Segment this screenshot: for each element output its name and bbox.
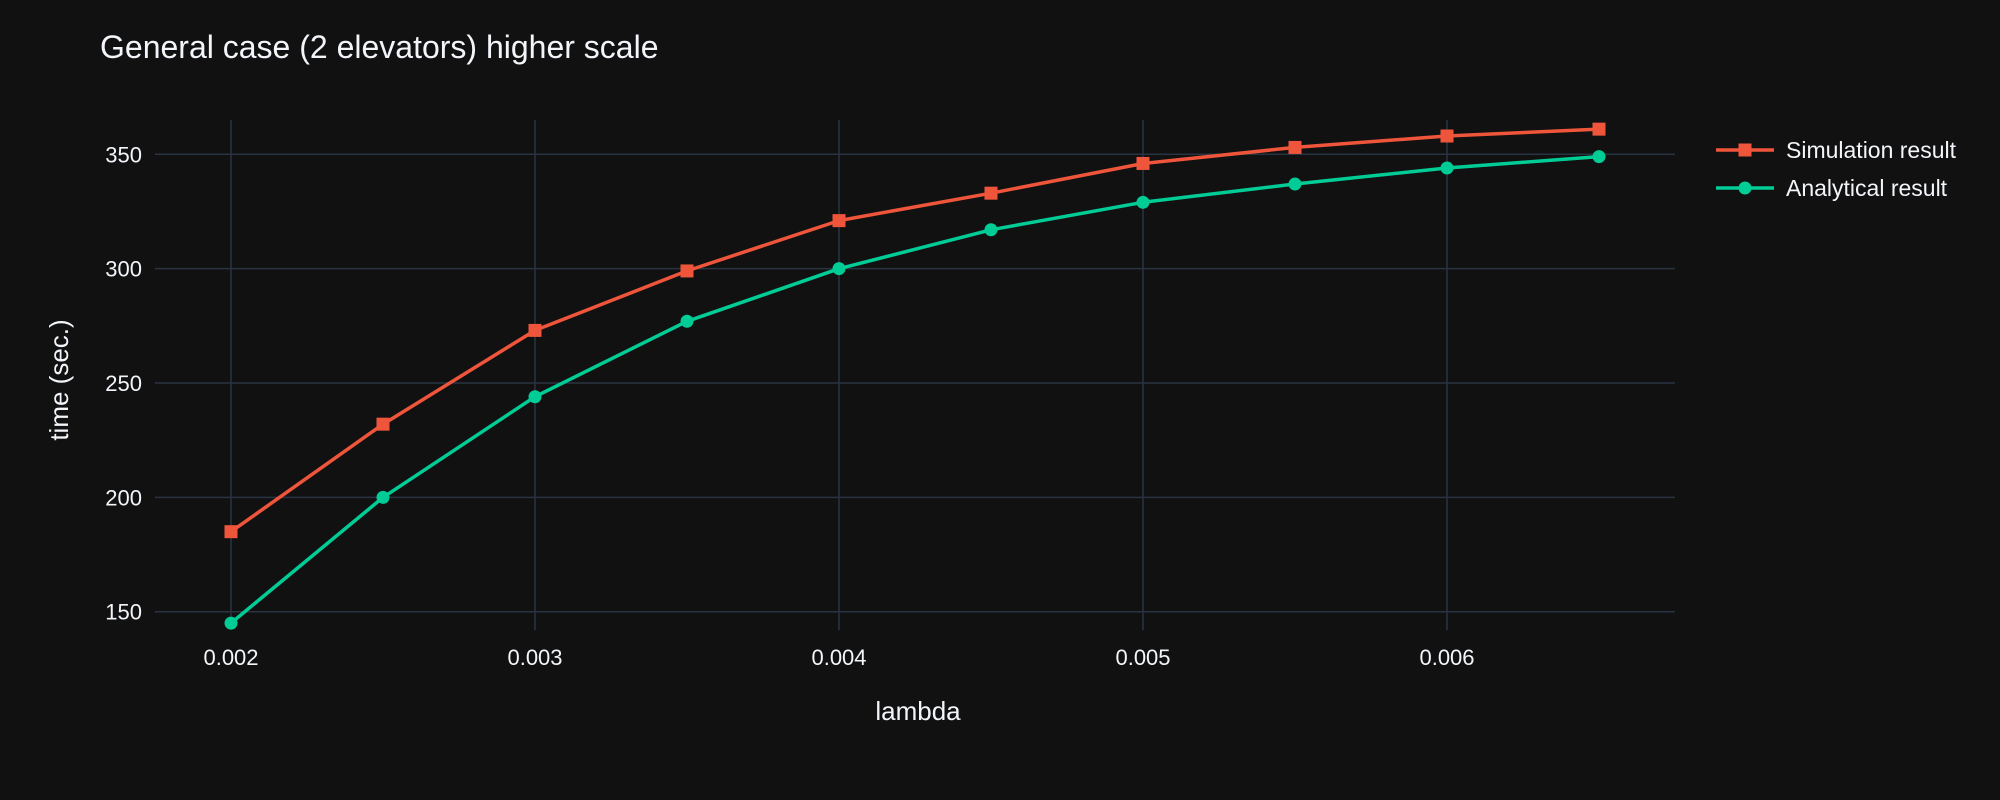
data-point-square <box>680 264 694 278</box>
series-line-0 <box>229 127 1600 534</box>
legend: Simulation result Analytical result <box>1716 137 1957 201</box>
y-tick-label: 350 <box>105 142 142 167</box>
data-point-square <box>1288 140 1302 154</box>
data-point-square <box>528 323 542 337</box>
data-point-square <box>1592 122 1606 136</box>
data-point-circle <box>528 390 542 404</box>
grid-layer <box>155 120 1675 630</box>
data-point-circle <box>1440 161 1454 175</box>
y-tick-label: 150 <box>105 600 142 625</box>
data-point-circle <box>984 223 998 237</box>
legend-marker-circle <box>1738 181 1752 195</box>
x-tick-label: 0.005 <box>1115 645 1170 670</box>
x-tick-label: 0.003 <box>507 645 562 670</box>
data-point-square <box>832 214 846 228</box>
y-tick-label: 250 <box>105 371 142 396</box>
data-point-circle <box>832 262 846 276</box>
y-axis-title: time (sec.) <box>44 319 74 440</box>
data-point-square <box>376 417 390 431</box>
x-tick-label: 0.002 <box>203 645 258 670</box>
legend-label: Simulation result <box>1786 137 1957 163</box>
x-tick-label: 0.006 <box>1419 645 1474 670</box>
legend-marker-square <box>1738 143 1752 157</box>
data-point-square <box>984 186 998 200</box>
data-point-circle <box>1136 195 1150 209</box>
data-point-circle <box>1288 177 1302 191</box>
data-point-circle <box>376 490 390 504</box>
series-line-1 <box>229 154 1600 625</box>
series-layer <box>224 122 1606 630</box>
legend-label: Analytical result <box>1786 175 1948 201</box>
x-tick-label: 0.004 <box>811 645 866 670</box>
y-tick-label: 200 <box>105 485 142 510</box>
axis-layer: 150 200 250 300 350 0.002 0.003 0.004 0.005 0.006 <box>105 142 1474 670</box>
data-point-circle <box>680 314 694 328</box>
x-axis-title: lambda <box>875 696 961 726</box>
chart-title: General case (2 elevators) higher scale <box>100 29 659 65</box>
data-point-square <box>1440 129 1454 143</box>
y-tick-label: 300 <box>105 257 142 282</box>
data-point-square <box>1136 156 1150 170</box>
data-point-square <box>224 525 238 539</box>
data-point-circle <box>1592 150 1606 164</box>
data-point-circle <box>224 616 238 630</box>
